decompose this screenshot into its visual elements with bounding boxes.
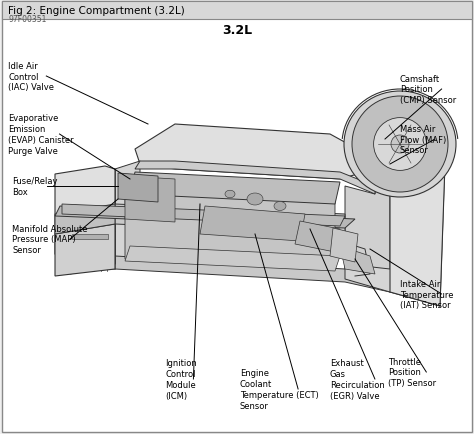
Polygon shape bbox=[345, 187, 390, 289]
Polygon shape bbox=[118, 174, 158, 203]
Polygon shape bbox=[200, 207, 305, 241]
Text: Manifold Absolute
Pressure (MAP)
Sensor: Manifold Absolute Pressure (MAP) Sensor bbox=[12, 224, 88, 255]
Text: Mass Air
Flow (MAF)
Sensor: Mass Air Flow (MAF) Sensor bbox=[400, 125, 446, 155]
Text: Ignition
Control
Module
(ICM): Ignition Control Module (ICM) bbox=[165, 358, 197, 400]
Polygon shape bbox=[55, 167, 115, 264]
Text: Evaporative
Emission
(EVAP) Canister
Purge Valve: Evaporative Emission (EVAP) Canister Pur… bbox=[8, 114, 73, 155]
Text: Idle Air
Control
(IAC) Valve: Idle Air Control (IAC) Valve bbox=[8, 62, 54, 92]
Text: 3.2L: 3.2L bbox=[222, 23, 252, 36]
Ellipse shape bbox=[225, 191, 235, 198]
Polygon shape bbox=[55, 207, 355, 228]
Polygon shape bbox=[390, 157, 445, 306]
Text: Engine
Coolant
Temperature (ECT)
Sensor: Engine Coolant Temperature (ECT) Sensor bbox=[240, 368, 319, 410]
Polygon shape bbox=[60, 170, 115, 274]
Polygon shape bbox=[135, 125, 375, 180]
Ellipse shape bbox=[344, 92, 456, 197]
Polygon shape bbox=[125, 180, 335, 270]
Polygon shape bbox=[330, 228, 358, 263]
Text: Intake Air
Temperature
(IAT) Sensor: Intake Air Temperature (IAT) Sensor bbox=[400, 279, 454, 309]
Polygon shape bbox=[55, 224, 115, 276]
Text: 97F00351: 97F00351 bbox=[8, 16, 46, 24]
Polygon shape bbox=[115, 161, 140, 264]
Text: Fig 2: Engine Compartment (3.2L): Fig 2: Engine Compartment (3.2L) bbox=[8, 6, 185, 16]
Polygon shape bbox=[55, 204, 115, 234]
Ellipse shape bbox=[352, 97, 448, 193]
Ellipse shape bbox=[274, 202, 286, 211]
Ellipse shape bbox=[247, 194, 263, 206]
Ellipse shape bbox=[374, 118, 427, 171]
Polygon shape bbox=[115, 256, 390, 293]
Polygon shape bbox=[115, 204, 345, 234]
Polygon shape bbox=[62, 204, 345, 227]
Text: Fuse/Relay
Box: Fuse/Relay Box bbox=[12, 177, 57, 197]
Polygon shape bbox=[125, 177, 175, 223]
Polygon shape bbox=[135, 161, 375, 194]
Polygon shape bbox=[130, 173, 340, 204]
Bar bbox=[2, 2, 472, 20]
Polygon shape bbox=[295, 221, 340, 253]
Text: Camshaft
Position
(CMP) Sensor: Camshaft Position (CMP) Sensor bbox=[400, 75, 456, 105]
Polygon shape bbox=[72, 234, 108, 240]
Polygon shape bbox=[340, 247, 375, 274]
Ellipse shape bbox=[391, 136, 409, 154]
Text: Throttle
Position
(TP) Sensor: Throttle Position (TP) Sensor bbox=[388, 357, 436, 388]
Polygon shape bbox=[390, 157, 430, 204]
Polygon shape bbox=[125, 247, 340, 271]
Text: Exhaust
Gas
Recirculation
(EGR) Valve: Exhaust Gas Recirculation (EGR) Valve bbox=[330, 358, 385, 400]
Polygon shape bbox=[345, 264, 430, 299]
